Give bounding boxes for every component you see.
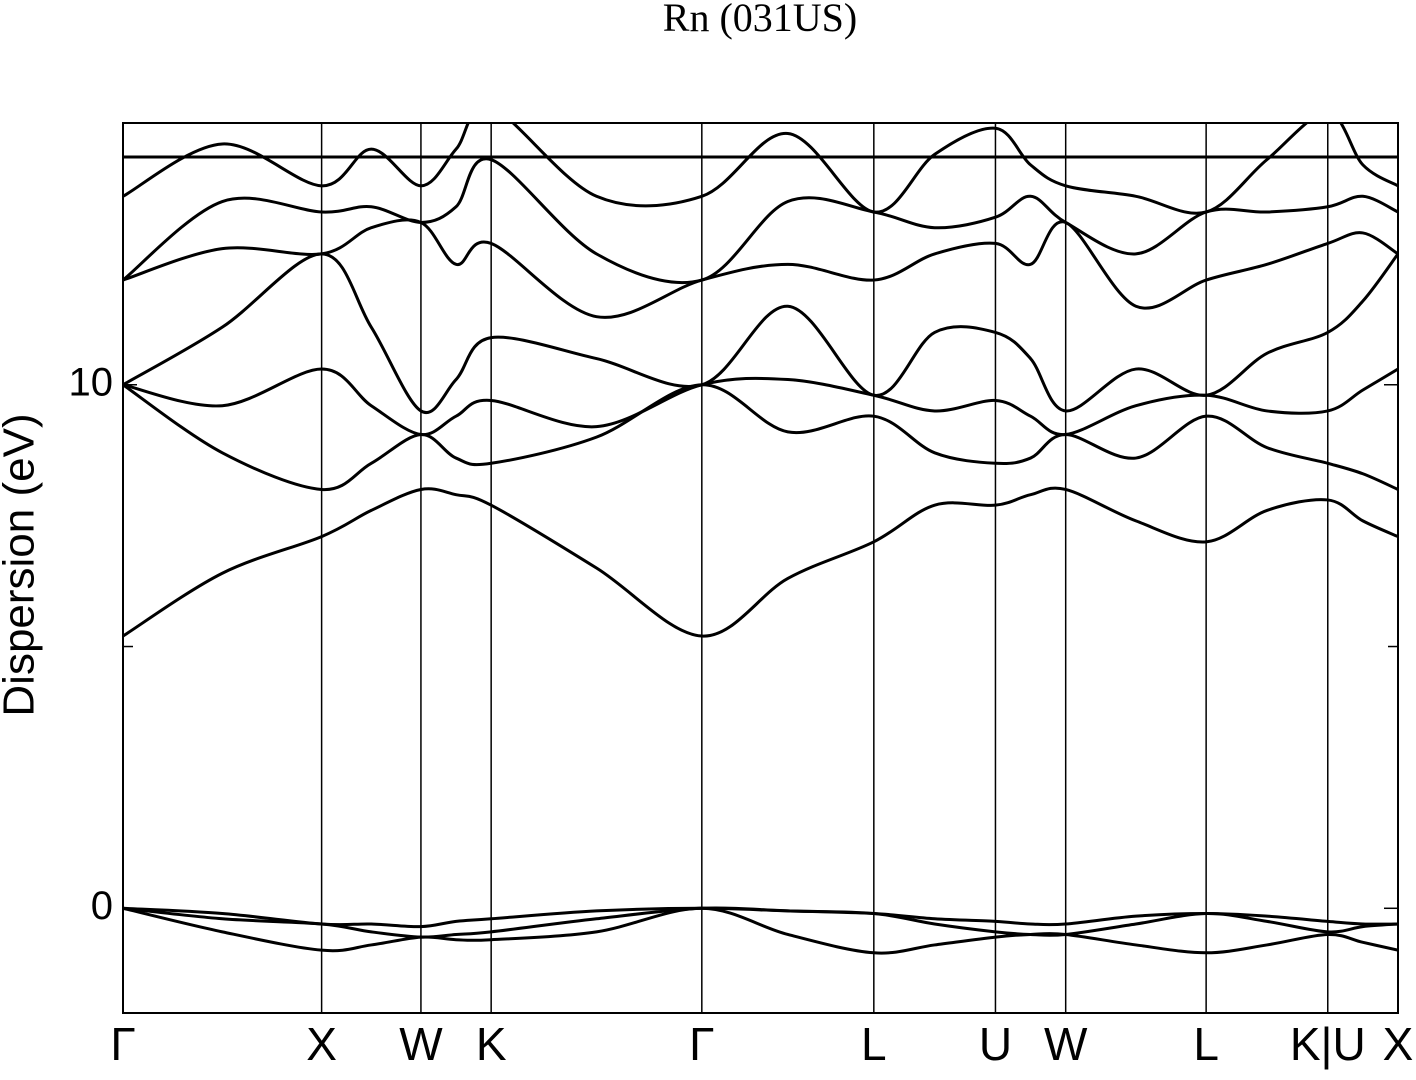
- band-line: [123, 367, 1398, 437]
- x-tick-label: W: [1044, 1018, 1088, 1070]
- x-tick-label: K: [476, 1018, 507, 1070]
- band-line: [123, 906, 1398, 929]
- bands: [123, 123, 1398, 955]
- chart-title: Rn (031US): [663, 0, 857, 40]
- x-tick-label: X: [306, 1018, 337, 1070]
- band-line: [123, 906, 1398, 955]
- y-tick-label: 10: [69, 360, 114, 404]
- x-tick-label: L: [1193, 1018, 1219, 1070]
- x-tick-label: X: [1383, 1018, 1414, 1070]
- x-tick-label: W: [399, 1018, 443, 1070]
- x-tick-label: Γ: [110, 1018, 135, 1070]
- band-line: [123, 252, 1398, 415]
- band-line: [123, 383, 1398, 491]
- y-tick-label: 0: [91, 884, 113, 928]
- x-tick-label: L: [861, 1018, 887, 1070]
- band-line: [123, 123, 1398, 215]
- band-line: [123, 218, 1398, 319]
- x-tick-label: Γ: [689, 1018, 714, 1070]
- x-tick-label: K|U: [1290, 1018, 1366, 1070]
- band-line: [123, 486, 1398, 638]
- x-tick-label: U: [979, 1018, 1012, 1070]
- plot-frame: [122, 122, 1399, 1014]
- y-axis-label: Dispersion (eV): [0, 413, 44, 716]
